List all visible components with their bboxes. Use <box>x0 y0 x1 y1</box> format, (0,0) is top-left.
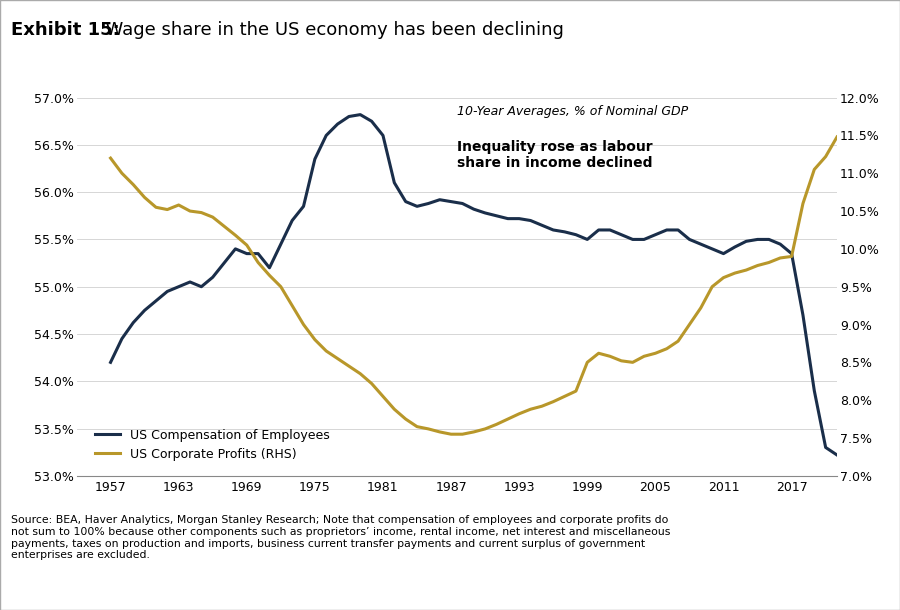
Text: Inequality rose as labour
share in income declined: Inequality rose as labour share in incom… <box>456 140 652 170</box>
Legend: US Compensation of Employees, US Corporate Profits (RHS): US Compensation of Employees, US Corpora… <box>90 423 335 466</box>
Text: 10-Year Averages, % of Nominal GDP: 10-Year Averages, % of Nominal GDP <box>456 105 688 118</box>
Text: Wage share in the US economy has been declining: Wage share in the US economy has been de… <box>94 21 563 40</box>
Text: Exhibit 15:: Exhibit 15: <box>11 21 120 40</box>
Text: Source: BEA, Haver Analytics, Morgan Stanley Research; Note that compensation of: Source: BEA, Haver Analytics, Morgan Sta… <box>11 515 670 560</box>
